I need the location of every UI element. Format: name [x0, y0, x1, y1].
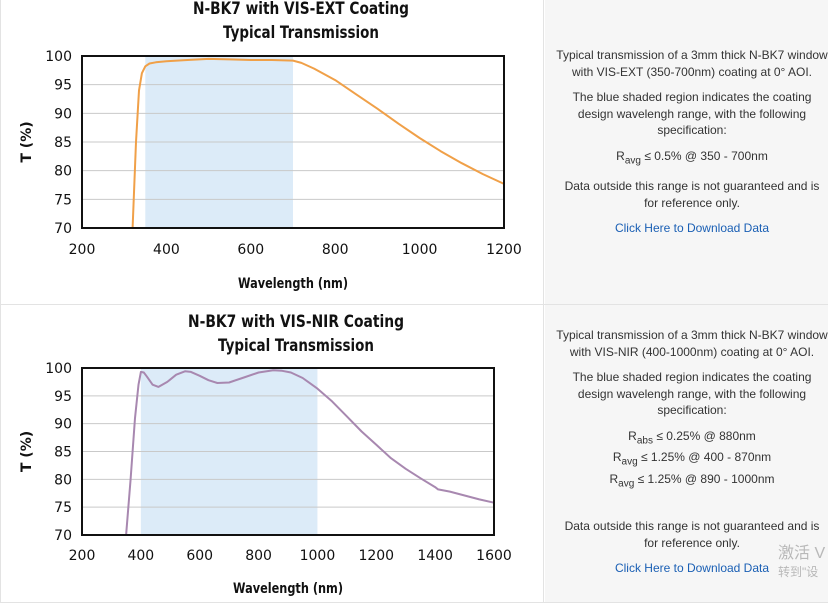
x-tick-label: 1200 — [486, 242, 522, 258]
x-tick-label: 1600 — [476, 548, 512, 564]
y-tick-label: 80 — [54, 472, 72, 488]
x-tick-label: 200 — [69, 548, 96, 564]
x-axis-label: Wavelength (nm) — [233, 581, 343, 597]
y-tick-label: 90 — [54, 417, 72, 433]
transmission-series-line — [125, 369, 495, 536]
description-vis-nir: Typical transmission of a 3mm thick N-BK… — [556, 327, 828, 577]
spec-symbol: R — [628, 428, 637, 443]
plot-frame — [81, 367, 495, 536]
spec-text: ≤ 1.25% @ 400 - 870nm — [640, 450, 772, 465]
watermark-line: 激活 V — [778, 545, 826, 562]
spec-line: Rabs ≤ 0.25% @ 880nm — [556, 428, 828, 450]
spec-text: ≤ 0.5% @ 350 - 700nm — [644, 148, 768, 163]
description-vis-ext: Typical transmission of a 3mm thick N-BK… — [556, 47, 828, 237]
transmission-series-line — [131, 57, 505, 229]
spec-line: Ravg ≤ 0.5% @ 350 - 700nm — [556, 148, 828, 170]
chart-title-line: N-BK7 with VIS-NIR Coating — [188, 312, 404, 332]
x-tick-label: 1400 — [417, 548, 453, 564]
download-data-link[interactable]: Click Here to Download Data — [614, 561, 770, 576]
spec-text: ≤ 1.25% @ 890 - 1000nm — [637, 472, 775, 487]
watermark-line: 转到"设 — [778, 565, 819, 579]
spec-sub: avg — [624, 154, 641, 166]
description-disclaimer: Data outside this range is not guarantee… — [564, 179, 820, 210]
y-tick-label: 100 — [45, 49, 72, 65]
x-tick-label: 1200 — [358, 548, 394, 564]
y-tick-label: 75 — [54, 192, 72, 208]
y-tick-label: 80 — [54, 164, 72, 180]
x-tick-label: 600 — [237, 242, 264, 258]
chart-row-vis-nir: 70 75 80 85 90 95 100 200 400 600 800 1000 1200 1400 1… — [0, 305, 828, 603]
x-tick-label: 800 — [245, 548, 272, 564]
chart-title-line: N-BK7 with VIS-EXT Coating — [193, 0, 409, 19]
x-tick-label: 400 — [127, 548, 154, 564]
spec-sub: avg — [618, 478, 635, 490]
chart-cell: 70 75 80 85 90 95 100 200 400 600 800 1000 1200 N-BK7… — [0, 0, 544, 304]
x-tick-label: 1000 — [402, 242, 438, 258]
y-tick-label: 70 — [54, 221, 72, 237]
y-tick-label: 85 — [54, 135, 72, 151]
spec-text: ≤ 0.25% @ 880nm — [656, 428, 756, 443]
description-cell — [545, 0, 828, 304]
chart-vis-nir: 70 75 80 85 90 95 100 200 400 600 800 1000 1200 1400 1… — [19, 312, 512, 597]
description-shaded-note: The blue shaded region indicates the coa… — [572, 90, 812, 137]
x-tick-label: 200 — [69, 242, 96, 258]
y-axis-label: T (%) — [19, 121, 35, 162]
description-shaded-note: The blue shaded region indicates the coa… — [572, 370, 812, 417]
description-disclaimer: Data outside this range is not guarantee… — [564, 519, 820, 550]
os-activation-watermark: 激活 V 转到"设 — [778, 544, 825, 580]
y-tick-label: 95 — [54, 78, 72, 94]
chart-vis-ext: 70 75 80 85 90 95 100 200 400 600 800 1000 1200 N-BK7… — [19, 0, 522, 292]
y-tick-label: 100 — [45, 361, 72, 377]
spec-symbol: R — [609, 472, 619, 487]
y-tick-label: 85 — [54, 445, 72, 461]
description-cell — [545, 305, 828, 602]
download-data-link[interactable]: Click Here to Download Data — [614, 221, 770, 236]
chart-row-vis-ext: 70 75 80 85 90 95 100 200 400 600 800 1000 1200 N-BK7… — [0, 0, 828, 305]
spec-line: Ravg ≤ 1.25% @ 400 - 870nm — [556, 449, 828, 471]
y-tick-label: 75 — [54, 500, 72, 516]
x-axis-label: Wavelength (nm) — [238, 276, 348, 292]
x-tick-label: 1000 — [300, 548, 336, 564]
x-tick-label: 800 — [322, 242, 349, 258]
spec-line: Ravg ≤ 1.25% @ 890 - 1000nm — [556, 471, 828, 493]
spec-symbol: R — [616, 148, 625, 163]
plot-frame — [81, 55, 505, 229]
chart-title-line: Typical Transmission — [218, 336, 374, 356]
x-tick-label: 600 — [186, 548, 213, 564]
description-intro: Typical transmission of a 3mm thick N-BK… — [556, 328, 828, 359]
spec-sub: avg — [621, 456, 638, 468]
y-axis-label: T (%) — [19, 431, 35, 472]
chart-title-line: Typical Transmission — [223, 23, 379, 43]
spec-symbol: R — [612, 450, 622, 465]
x-tick-label: 400 — [153, 242, 180, 258]
y-tick-label: 70 — [54, 528, 72, 544]
chart-cell: 70 75 80 85 90 95 100 200 400 600 800 1000 1200 1400 1… — [0, 305, 544, 602]
y-tick-label: 95 — [54, 389, 72, 405]
spec-sub: abs — [636, 434, 653, 446]
y-tick-label: 90 — [54, 106, 72, 122]
description-intro: Typical transmission of a 3mm thick N-BK… — [556, 48, 828, 79]
